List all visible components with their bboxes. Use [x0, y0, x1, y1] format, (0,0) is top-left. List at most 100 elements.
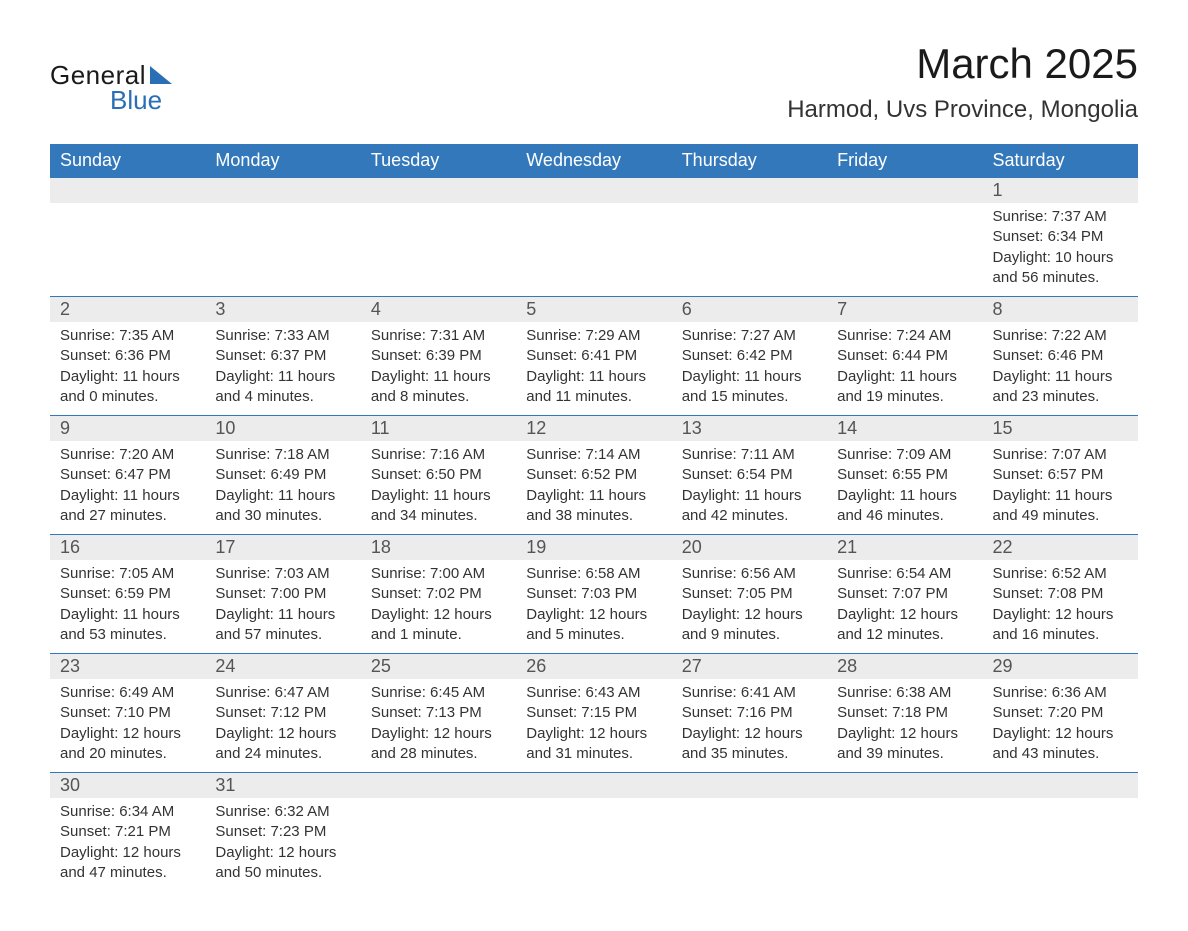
day-number: 9 [50, 416, 205, 442]
day-details [983, 798, 1138, 891]
daynum-row: 3031 [50, 773, 1138, 799]
day-number: 27 [672, 654, 827, 680]
day-details: Sunrise: 7:20 AM Sunset: 6:47 PM Dayligh… [50, 441, 205, 535]
day-details [672, 798, 827, 891]
day-number: 22 [983, 535, 1138, 561]
day-number [361, 178, 516, 204]
weekday-header-row: Sunday Monday Tuesday Wednesday Thursday… [50, 144, 1138, 178]
day-details: Sunrise: 6:45 AM Sunset: 7:13 PM Dayligh… [361, 679, 516, 773]
day-number: 26 [516, 654, 671, 680]
daynum-row: 2345678 [50, 297, 1138, 323]
day-number [672, 773, 827, 799]
day-number: 6 [672, 297, 827, 323]
day-details [205, 203, 360, 297]
day-number: 20 [672, 535, 827, 561]
day-number: 5 [516, 297, 671, 323]
day-details: Sunrise: 7:07 AM Sunset: 6:57 PM Dayligh… [983, 441, 1138, 535]
day-number: 19 [516, 535, 671, 561]
day-number: 21 [827, 535, 982, 561]
day-number: 23 [50, 654, 205, 680]
day-details: Sunrise: 6:34 AM Sunset: 7:21 PM Dayligh… [50, 798, 205, 891]
daynum-row: 16171819202122 [50, 535, 1138, 561]
weekday-header: Thursday [672, 144, 827, 178]
day-number [205, 178, 360, 204]
day-number: 13 [672, 416, 827, 442]
detail-row: Sunrise: 7:20 AM Sunset: 6:47 PM Dayligh… [50, 441, 1138, 535]
logo-triangle-icon [150, 66, 172, 84]
day-number: 28 [827, 654, 982, 680]
day-number: 18 [361, 535, 516, 561]
day-details: Sunrise: 7:24 AM Sunset: 6:44 PM Dayligh… [827, 322, 982, 416]
day-details: Sunrise: 6:52 AM Sunset: 7:08 PM Dayligh… [983, 560, 1138, 654]
daynum-row: 9101112131415 [50, 416, 1138, 442]
day-details: Sunrise: 6:47 AM Sunset: 7:12 PM Dayligh… [205, 679, 360, 773]
day-details: Sunrise: 7:11 AM Sunset: 6:54 PM Dayligh… [672, 441, 827, 535]
weekday-header: Tuesday [361, 144, 516, 178]
day-number: 1 [983, 178, 1138, 204]
day-number: 16 [50, 535, 205, 561]
day-number: 4 [361, 297, 516, 323]
day-details: Sunrise: 6:41 AM Sunset: 7:16 PM Dayligh… [672, 679, 827, 773]
day-number: 7 [827, 297, 982, 323]
day-number [50, 178, 205, 204]
day-number: 10 [205, 416, 360, 442]
header: General Blue March 2025 Harmod, Uvs Prov… [50, 40, 1138, 124]
day-details: Sunrise: 7:03 AM Sunset: 7:00 PM Dayligh… [205, 560, 360, 654]
detail-row: Sunrise: 7:05 AM Sunset: 6:59 PM Dayligh… [50, 560, 1138, 654]
day-details: Sunrise: 7:27 AM Sunset: 6:42 PM Dayligh… [672, 322, 827, 416]
weekday-header: Monday [205, 144, 360, 178]
weekday-header: Sunday [50, 144, 205, 178]
day-details: Sunrise: 6:36 AM Sunset: 7:20 PM Dayligh… [983, 679, 1138, 773]
month-title: March 2025 [787, 40, 1138, 88]
day-number: 15 [983, 416, 1138, 442]
day-number [983, 773, 1138, 799]
day-details [827, 798, 982, 891]
day-number: 2 [50, 297, 205, 323]
calendar-table: Sunday Monday Tuesday Wednesday Thursday… [50, 144, 1138, 891]
day-details: Sunrise: 7:00 AM Sunset: 7:02 PM Dayligh… [361, 560, 516, 654]
daynum-row: 1 [50, 178, 1138, 204]
calendar-body: 1Sunrise: 7:37 AM Sunset: 6:34 PM Daylig… [50, 178, 1138, 892]
location: Harmod, Uvs Province, Mongolia [787, 96, 1138, 124]
weekday-header: Saturday [983, 144, 1138, 178]
day-number: 14 [827, 416, 982, 442]
day-details: Sunrise: 7:37 AM Sunset: 6:34 PM Dayligh… [983, 203, 1138, 297]
detail-row: Sunrise: 7:35 AM Sunset: 6:36 PM Dayligh… [50, 322, 1138, 416]
day-details: Sunrise: 7:29 AM Sunset: 6:41 PM Dayligh… [516, 322, 671, 416]
detail-row: Sunrise: 6:49 AM Sunset: 7:10 PM Dayligh… [50, 679, 1138, 773]
day-details: Sunrise: 7:16 AM Sunset: 6:50 PM Dayligh… [361, 441, 516, 535]
daynum-row: 23242526272829 [50, 654, 1138, 680]
day-details [672, 203, 827, 297]
day-details: Sunrise: 7:35 AM Sunset: 6:36 PM Dayligh… [50, 322, 205, 416]
day-number: 24 [205, 654, 360, 680]
day-details: Sunrise: 6:43 AM Sunset: 7:15 PM Dayligh… [516, 679, 671, 773]
day-number: 31 [205, 773, 360, 799]
day-details [516, 203, 671, 297]
day-number: 12 [516, 416, 671, 442]
day-details [50, 203, 205, 297]
day-details: Sunrise: 7:14 AM Sunset: 6:52 PM Dayligh… [516, 441, 671, 535]
day-number: 29 [983, 654, 1138, 680]
day-details: Sunrise: 6:38 AM Sunset: 7:18 PM Dayligh… [827, 679, 982, 773]
day-details: Sunrise: 6:49 AM Sunset: 7:10 PM Dayligh… [50, 679, 205, 773]
logo: General Blue [50, 40, 172, 116]
day-details [361, 203, 516, 297]
title-block: March 2025 Harmod, Uvs Province, Mongoli… [787, 40, 1138, 124]
detail-row: Sunrise: 6:34 AM Sunset: 7:21 PM Dayligh… [50, 798, 1138, 891]
day-details: Sunrise: 6:58 AM Sunset: 7:03 PM Dayligh… [516, 560, 671, 654]
day-details: Sunrise: 6:54 AM Sunset: 7:07 PM Dayligh… [827, 560, 982, 654]
day-details [516, 798, 671, 891]
day-number: 25 [361, 654, 516, 680]
day-number [672, 178, 827, 204]
day-number [361, 773, 516, 799]
day-number [827, 773, 982, 799]
day-details: Sunrise: 7:31 AM Sunset: 6:39 PM Dayligh… [361, 322, 516, 416]
day-details: Sunrise: 6:56 AM Sunset: 7:05 PM Dayligh… [672, 560, 827, 654]
weekday-header: Friday [827, 144, 982, 178]
day-details: Sunrise: 7:33 AM Sunset: 6:37 PM Dayligh… [205, 322, 360, 416]
day-number [516, 178, 671, 204]
day-number: 11 [361, 416, 516, 442]
day-details: Sunrise: 7:05 AM Sunset: 6:59 PM Dayligh… [50, 560, 205, 654]
day-details [827, 203, 982, 297]
day-details: Sunrise: 6:32 AM Sunset: 7:23 PM Dayligh… [205, 798, 360, 891]
